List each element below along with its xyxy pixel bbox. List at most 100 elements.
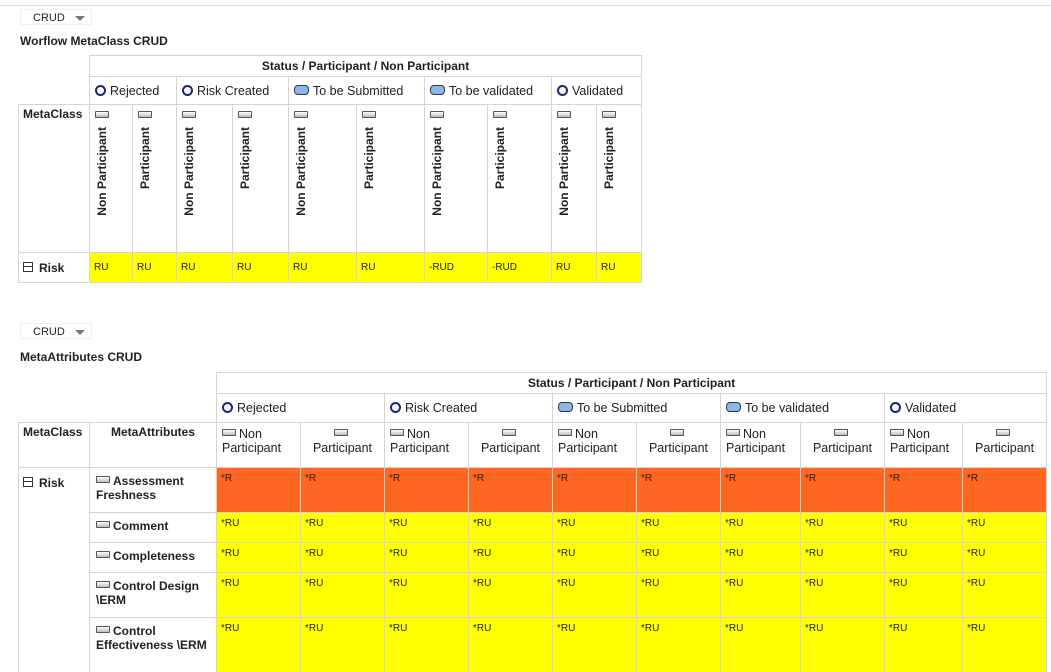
crud-cell: *RU — [468, 617, 553, 672]
crud-cell: *RU — [636, 572, 721, 618]
icon — [95, 111, 109, 118]
crud-cell: *R — [884, 467, 963, 513]
icon — [670, 429, 684, 436]
column-label: Non Participant — [390, 427, 450, 455]
icon — [96, 521, 110, 528]
icon — [96, 626, 110, 633]
crud-cell: *RU — [552, 512, 637, 543]
row: Control Design \ERM *RU *RU *RU *RU *RU *RU *RU… — [19, 572, 1048, 618]
crud-cell: *RU — [961, 572, 1048, 618]
column-label: Participant — [362, 127, 376, 190]
table-body: Status / Participant / Non Participant Re… — [18, 372, 1048, 672]
column-header: Participant — [132, 104, 177, 253]
column-header: Non Participant — [216, 422, 301, 468]
crud-cell: RU — [595, 252, 643, 283]
crud-cell: *RU — [384, 617, 469, 672]
icon — [558, 402, 573, 412]
attribute: Control Effectiveness \ERM — [89, 617, 217, 672]
column-header: Participant — [595, 104, 643, 253]
column-label: Non Participant — [95, 127, 109, 216]
page: CRUD Worflow MetaClass CRUD Status / Parti… — [0, 5, 1051, 672]
column-label: Participant — [480, 441, 541, 455]
row: Risk Assessment Freshness *R *R *R *R *R *R *R *R… — [18, 467, 1048, 672]
column-label: Non Participant — [430, 127, 444, 216]
crud-cell: *RU — [800, 512, 885, 543]
column-header: Participant — [961, 422, 1048, 468]
column-header: Non Participant — [384, 422, 469, 468]
dropdown[interactable]: CRUD — [20, 323, 92, 339]
crud-cell: *RU — [468, 542, 553, 573]
icon — [334, 429, 348, 436]
status-label: Rejected — [237, 401, 287, 415]
metaclass: Risk — [18, 467, 90, 672]
column-header: Non Participant — [551, 104, 597, 253]
crud-cell: *RU — [384, 542, 469, 573]
status: Rejected — [216, 393, 385, 423]
crud-cell: -RUD — [424, 252, 488, 283]
status: To be Submitted — [552, 393, 721, 423]
column-header: Non Participant — [720, 422, 801, 468]
column-header: Participant — [300, 422, 385, 468]
crud-cell: *RU — [384, 512, 469, 543]
column-label: Participant — [648, 441, 709, 455]
status: Rejected — [89, 76, 177, 105]
attribute: Comment — [89, 512, 217, 543]
crud-cell: *R — [961, 467, 1048, 513]
crud-cell: *RU — [216, 572, 301, 618]
row: Risk RU RU RU RU RU RU -RUD -RUD RU RU — [18, 252, 643, 283]
crud-cell: RU — [176, 252, 233, 283]
column-label: Non Participant — [222, 427, 282, 455]
column-label: Non Participant — [294, 127, 308, 216]
column-label: Non Participant — [182, 127, 196, 216]
icon — [95, 84, 106, 96]
attribute-name: Assessment Freshness — [96, 474, 184, 502]
attribute-name: Control Design \ERM — [96, 579, 199, 607]
dropdown-arrow — [75, 330, 85, 335]
row: Status / Participant / Non Participant — [18, 372, 1048, 394]
status-label: To be Submitted — [313, 83, 404, 98]
dropdown-label: CRUD — [33, 12, 65, 24]
icon — [238, 111, 252, 118]
icon — [390, 402, 401, 413]
crud-cell: *RU — [384, 572, 469, 618]
icon — [726, 429, 740, 436]
crud-cell: *RU — [468, 572, 553, 618]
crud-cell: *R — [384, 467, 469, 513]
crud-cell: *RU — [636, 512, 721, 543]
crud-cell: *RU — [216, 542, 301, 573]
crud-cell: *RU — [636, 542, 721, 573]
crud-cell: *R — [636, 467, 721, 513]
column-header: Participant — [800, 422, 885, 468]
row: Control Effectiveness \ERM *RU *RU *RU *RU *R… — [19, 617, 1048, 672]
status: To be validated — [424, 76, 552, 105]
icon — [138, 111, 152, 118]
row: MetaClass Non Participant Participant Non P… — [18, 104, 643, 253]
dropdown[interactable]: CRUD — [20, 9, 92, 25]
icon — [23, 477, 33, 487]
metaattributes-label: MetaAttributes — [89, 422, 217, 468]
crud-cell: *RU — [300, 512, 385, 543]
crud-cell: *R — [800, 467, 885, 513]
status-label: Validated — [905, 401, 957, 415]
column-header: Participant — [487, 104, 552, 253]
attribute-name: Completeness — [113, 549, 196, 563]
crud-cell: *RU — [884, 512, 963, 543]
column-label: Participant — [602, 127, 616, 190]
column-label: Non Participant — [890, 427, 950, 455]
crud-cell: *RU — [720, 572, 801, 618]
column-label: Participant — [138, 127, 152, 190]
icon — [557, 111, 571, 118]
icon — [390, 429, 404, 436]
crud-cell: RU — [551, 252, 597, 283]
icon — [493, 111, 507, 118]
column-label: Non Participant — [557, 127, 571, 216]
column-header: Participant — [356, 104, 425, 253]
column-header: Non Participant — [89, 104, 133, 253]
blank — [18, 76, 90, 105]
crud-cell: *R — [720, 467, 801, 513]
column-label: Non Participant — [558, 427, 618, 455]
metaclass-name: Risk — [39, 260, 65, 275]
crud-cell: *RU — [800, 572, 885, 618]
status-label: Rejected — [110, 83, 160, 98]
row: Comment *RU *RU *RU *RU *RU *RU *RU *RU *RU *RU — [19, 512, 1048, 543]
